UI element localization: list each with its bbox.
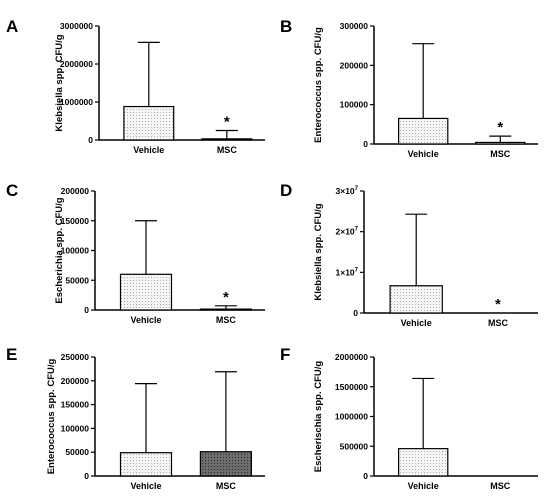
y-tick-label: 0 [88,135,93,145]
y-tick-label: 100000 [340,100,369,110]
panel-letter: E [6,345,17,364]
bar-msc [201,138,253,141]
x-category-label: Vehicle [130,481,161,491]
y-tick-label: 200000 [61,186,90,196]
bar-vehicle [389,285,443,314]
significance-marker: * [224,114,230,131]
chart-panel-a: A 0 1000000 2000000 3000000 Klebsiella spp. C… [6,17,265,155]
y-tick-label: 1000000 [335,412,368,422]
x-category-label: MSC [217,145,238,155]
significance-marker: * [223,289,229,306]
y-tick-label: 250000 [61,352,90,362]
x-category-label: Vehicle [401,318,432,328]
y-tick-label: 0 [363,471,368,481]
y-axis-label: Escherischia spp. CFU/g [313,361,324,473]
y-tick-label: 2000000 [335,352,368,362]
x-category-label: Vehicle [130,315,161,325]
y-axis-label: Klebsiella spp. CFU/g [54,34,65,131]
bar-vehicle [398,448,449,477]
y-tick-label: 500000 [340,441,369,451]
chart-panel-d: D 0 1×107 2×107 3×107 Klebsiella spp. CFU/g Ve… [280,181,538,328]
panel-letter: A [6,17,18,36]
chart-panel-f: F 0 500000 1000000 1500000 2000000 Escherischi… [280,345,538,491]
bar-msc [199,308,252,311]
y-tick-label: 0 [84,471,89,481]
x-category-label: MSC [490,481,511,491]
bar-msc [475,141,526,145]
y-tick-label: 300000 [340,21,369,31]
y-axis-label: Klebsiella spp. CFU/g [313,203,324,300]
y-tick-label: 2×107 [336,227,359,237]
y-tick-label: 50000 [65,275,89,285]
y-tick-label: 100000 [61,246,90,256]
y-tick-label: 3000000 [60,21,93,31]
x-category-label: Vehicle [408,149,439,159]
y-tick-label: 50000 [65,447,89,457]
x-category-label: MSC [488,318,509,328]
chart-panel-b: B 0 100000 200000 300000 Enterococcus spp. CF… [280,17,538,159]
panel-letter: B [280,17,292,36]
bar-vehicle [119,273,173,311]
y-axis-label: Enterococcus spp. CFU/g [46,359,57,475]
x-category-label: Vehicle [408,481,439,491]
y-tick-label: 1500000 [335,382,368,392]
bar-vehicle [398,117,449,145]
y-tick-label: 150000 [61,400,90,410]
y-tick-label: 0 [84,305,89,315]
y-axis-label: Enterococcus spp. CFU/g [313,27,324,143]
significance-marker: * [497,119,503,136]
panel-letter: F [280,345,290,364]
y-axis-label: Escherichia spp. CFU/g [54,197,65,303]
x-category-label: MSC [216,315,237,325]
y-tick-label: 150000 [61,216,90,226]
bar-vehicle [123,105,175,141]
significance-marker: * [495,296,501,313]
y-tick-label: 100000 [61,423,90,433]
panel-letter: C [6,181,18,200]
y-tick-label: 0 [353,308,358,318]
x-category-label: MSC [490,149,511,159]
y-tick-label: 1×107 [336,267,359,277]
y-tick-label: 200000 [61,376,90,386]
x-category-label: MSC [216,481,237,491]
panel-letter: D [280,181,292,200]
y-tick-label: 200000 [340,60,369,70]
y-tick-label: 1000000 [60,97,93,107]
bar-vehicle [119,452,173,477]
y-tick-label: 2000000 [60,59,93,69]
y-tick-label: 3×107 [336,186,359,196]
bar-msc [199,451,252,477]
y-tick-label: 0 [363,139,368,149]
chart-panel-e: E 0 50000 100000 150000 200000 250000 Enterococ… [6,345,265,491]
x-category-label: Vehicle [133,145,164,155]
